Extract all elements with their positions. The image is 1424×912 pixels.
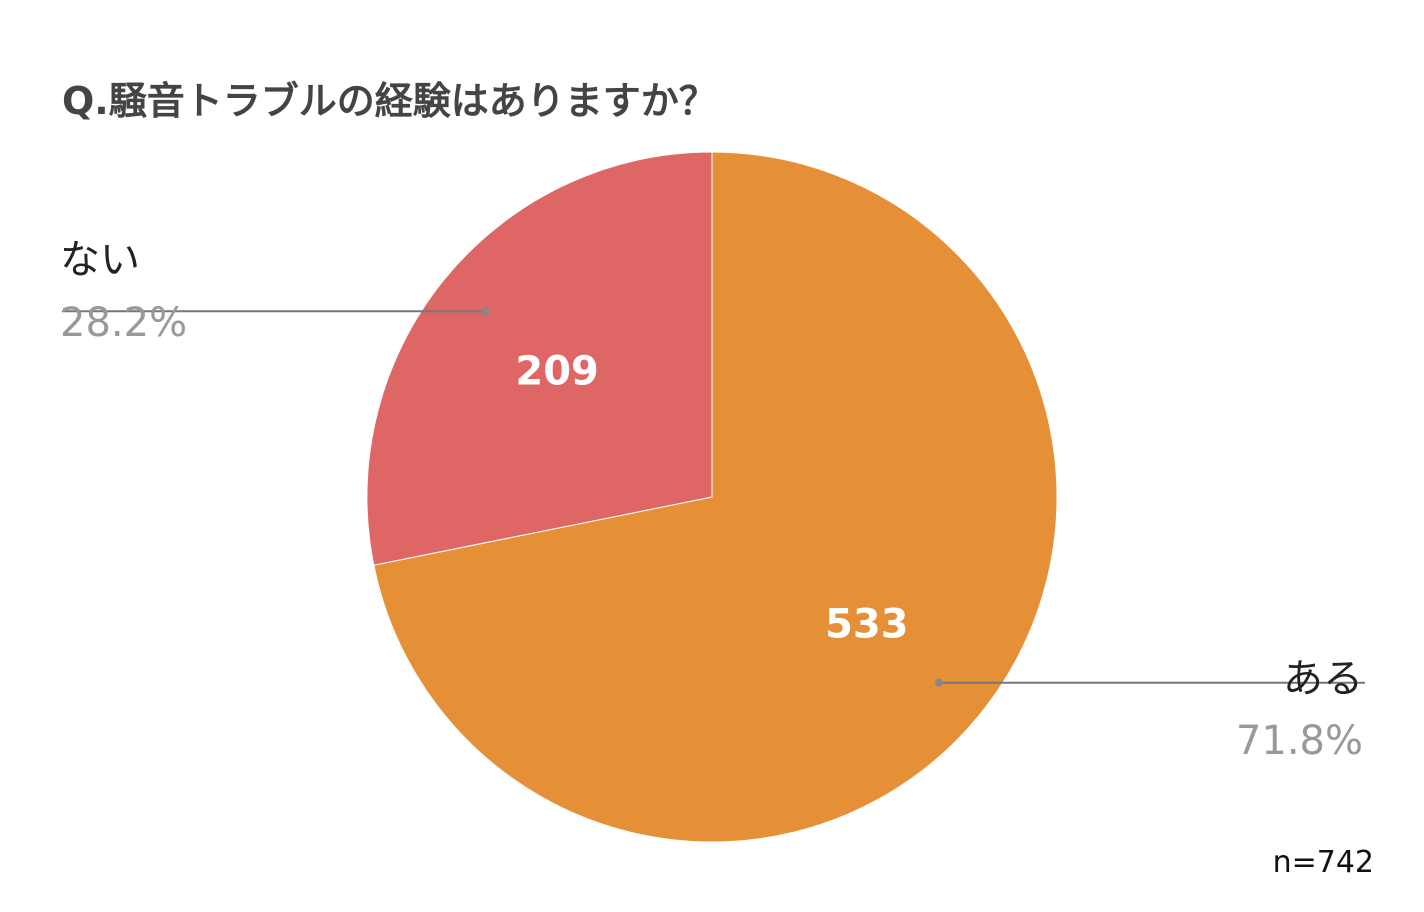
pie-slice-1: [373, 151, 1058, 843]
chart-title: Q.騒音トラブルの経験はありますか？: [62, 79, 717, 123]
leader-dot-2: [481, 307, 490, 316]
pie-slices: [366, 151, 1058, 843]
slice-labels: 533 ある 71.8% 209 ない 28.2%: [60, 237, 1363, 764]
slice-value-label-2: 209: [515, 348, 599, 394]
slice-percent-label-1: 71.8%: [1236, 718, 1363, 764]
sample-size-note: n=742: [1273, 845, 1374, 880]
slice-value-label-1: 533: [825, 602, 909, 648]
leader-lines: [62, 307, 1365, 687]
leader-dot-1: [934, 678, 943, 687]
slice-category-label-2: ない: [60, 237, 140, 283]
slice-percent-label-2: 28.2%: [60, 300, 187, 346]
pie-slice-2: [366, 151, 713, 566]
slice-category-label-1: ある: [1283, 656, 1363, 702]
